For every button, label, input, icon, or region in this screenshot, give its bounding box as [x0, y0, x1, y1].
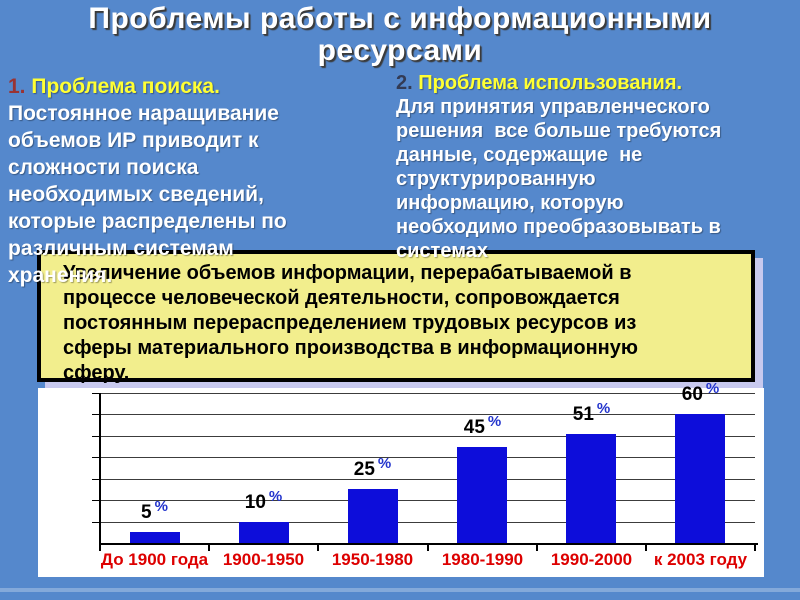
bar-value-label: 60%: [646, 380, 755, 406]
x-axis-tick: [536, 543, 538, 551]
chart-gridline: [100, 414, 755, 415]
slide-title: Проблемы работы с информационными ресурс…: [0, 3, 800, 67]
problem-search-block: 1. Проблема поиска. Постоянное наращиван…: [8, 73, 396, 289]
slide-title-line-1: Проблемы работы с информационными: [88, 2, 712, 35]
bar-percent-sign: %: [596, 400, 611, 417]
chart-bar: [348, 489, 398, 543]
problem-usage-text-line: данные, содержащие не: [396, 144, 643, 166]
x-axis-tick: [427, 543, 429, 551]
bar-value-label: 51%: [537, 400, 646, 426]
y-axis-tick: [92, 393, 100, 394]
chart-bar: [239, 522, 289, 543]
problem-usage-text-line: системах: [396, 240, 488, 262]
callout-text-line: постоянным перераспределением трудовых р…: [63, 312, 637, 334]
x-axis-tick: [317, 543, 319, 551]
callout-text-line: сферы материального производства в инфор…: [63, 337, 638, 359]
problem-usage-text-line: структурированную: [396, 168, 596, 190]
bar-percent-sign: %: [268, 488, 283, 505]
chart-bar: [130, 532, 180, 543]
category-label: 1990-2000: [550, 550, 633, 569]
problem-search-text-line: хранения.: [8, 264, 113, 287]
callout-text-line: Увеличение объемов информации, перерабат…: [63, 262, 632, 284]
problem-usage-number: 2.: [396, 72, 413, 94]
chart-gridline: [100, 436, 755, 437]
y-axis-tick: [92, 500, 100, 501]
problem-search-text-line: которые распределены по: [8, 210, 287, 233]
y-axis: [99, 393, 101, 545]
bar-percent-sign: %: [705, 380, 720, 397]
bar-percent-sign: %: [377, 455, 392, 472]
bar-value-label: 45%: [428, 413, 537, 439]
bar-percent-sign: %: [487, 413, 502, 430]
problem-usage-text-line: информацию, которую: [396, 192, 624, 214]
bar-value-number: 60: [681, 384, 703, 405]
chart-gridline: [100, 393, 755, 394]
problem-search-text-line: сложности поиска: [8, 156, 199, 179]
category-label: 1900-1950: [222, 550, 305, 569]
category-label: к 2003 году: [653, 550, 748, 569]
category-label: 1980-1990: [441, 550, 524, 569]
bar-value-number: 51: [572, 404, 594, 425]
callout-text-line: сферу.: [63, 362, 130, 384]
slide-title-line-2: ресурсами: [317, 34, 483, 67]
bar-value-number: 25: [353, 459, 375, 480]
problem-search-title: Проблема поиска.: [31, 75, 220, 98]
problem-usage-text-line: решения все больше требуются: [396, 120, 722, 142]
problem-usage-heading: 2. Проблема использования.: [396, 71, 796, 95]
bar-chart: 5% До 1900 года 10% 1900-1950 25% 1950-1980 45…: [38, 380, 764, 577]
y-axis-tick: [92, 457, 100, 458]
bar-percent-sign: %: [154, 498, 168, 515]
chart-bar: [566, 434, 616, 543]
problem-usage-text-line: необходимо преобразовывать в: [396, 216, 721, 238]
chart-bar: [675, 414, 725, 543]
y-axis-tick: [92, 436, 100, 437]
chart-gridline: [100, 500, 755, 501]
bar-value-number: 5: [141, 502, 152, 523]
x-axis-tick: [645, 543, 647, 551]
chart-gridline: [100, 479, 755, 480]
callout-text-line: процессе человеческой деятельности, сопр…: [63, 287, 620, 309]
problem-search-text-line: объемов ИР приводит к: [8, 129, 259, 152]
x-axis-tick: [754, 543, 756, 551]
problem-usage-title: Проблема использования.: [418, 72, 683, 94]
problem-search-heading: 1. Проблема поиска.: [8, 73, 396, 100]
y-axis-tick: [92, 522, 100, 523]
category-label: 1950-1980: [331, 550, 414, 569]
problem-search-number: 1.: [8, 75, 26, 98]
bar-value-label: 5%: [100, 498, 209, 524]
chart-bar: [457, 447, 507, 543]
problem-search-text-line: необходимых сведений,: [8, 183, 264, 206]
x-axis-tick: [208, 543, 210, 551]
category-label: До 1900 года: [100, 550, 209, 569]
bar-value-label: 10%: [209, 488, 318, 514]
bar-value-number: 10: [244, 492, 266, 513]
slide-bottom-edge: [0, 588, 800, 592]
problem-usage-block: 2. Проблема использования. Для принятия …: [396, 71, 796, 263]
problem-search-text-line: Постоянное наращивание: [8, 102, 279, 125]
x-axis-tick: [99, 543, 101, 551]
problem-usage-text-line: Для принятия управленческого: [396, 96, 710, 118]
callout-box: Увеличение объемов информации, перерабат…: [37, 250, 755, 384]
chart-gridline: [100, 522, 755, 523]
y-axis-tick: [92, 414, 100, 415]
bar-value-number: 45: [463, 417, 485, 438]
bar-value-label: 25%: [318, 455, 427, 481]
y-axis-tick: [92, 479, 100, 480]
problem-search-text-line: различным системам: [8, 237, 234, 260]
chart-gridline: [100, 457, 755, 458]
